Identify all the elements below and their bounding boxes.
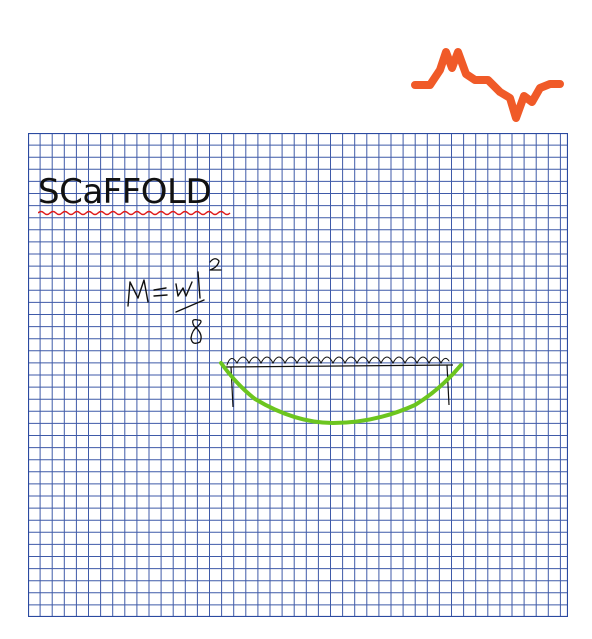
- orange-wave-logo-icon: [411, 48, 564, 122]
- grid-paper: [28, 133, 568, 617]
- spellcheck-squiggle: [38, 210, 231, 216]
- moment-formula: [127, 258, 222, 344]
- loaded-beam-sketch: [219, 356, 463, 426]
- scaffold-title[interactable]: SCaFFOLD: [38, 172, 212, 212]
